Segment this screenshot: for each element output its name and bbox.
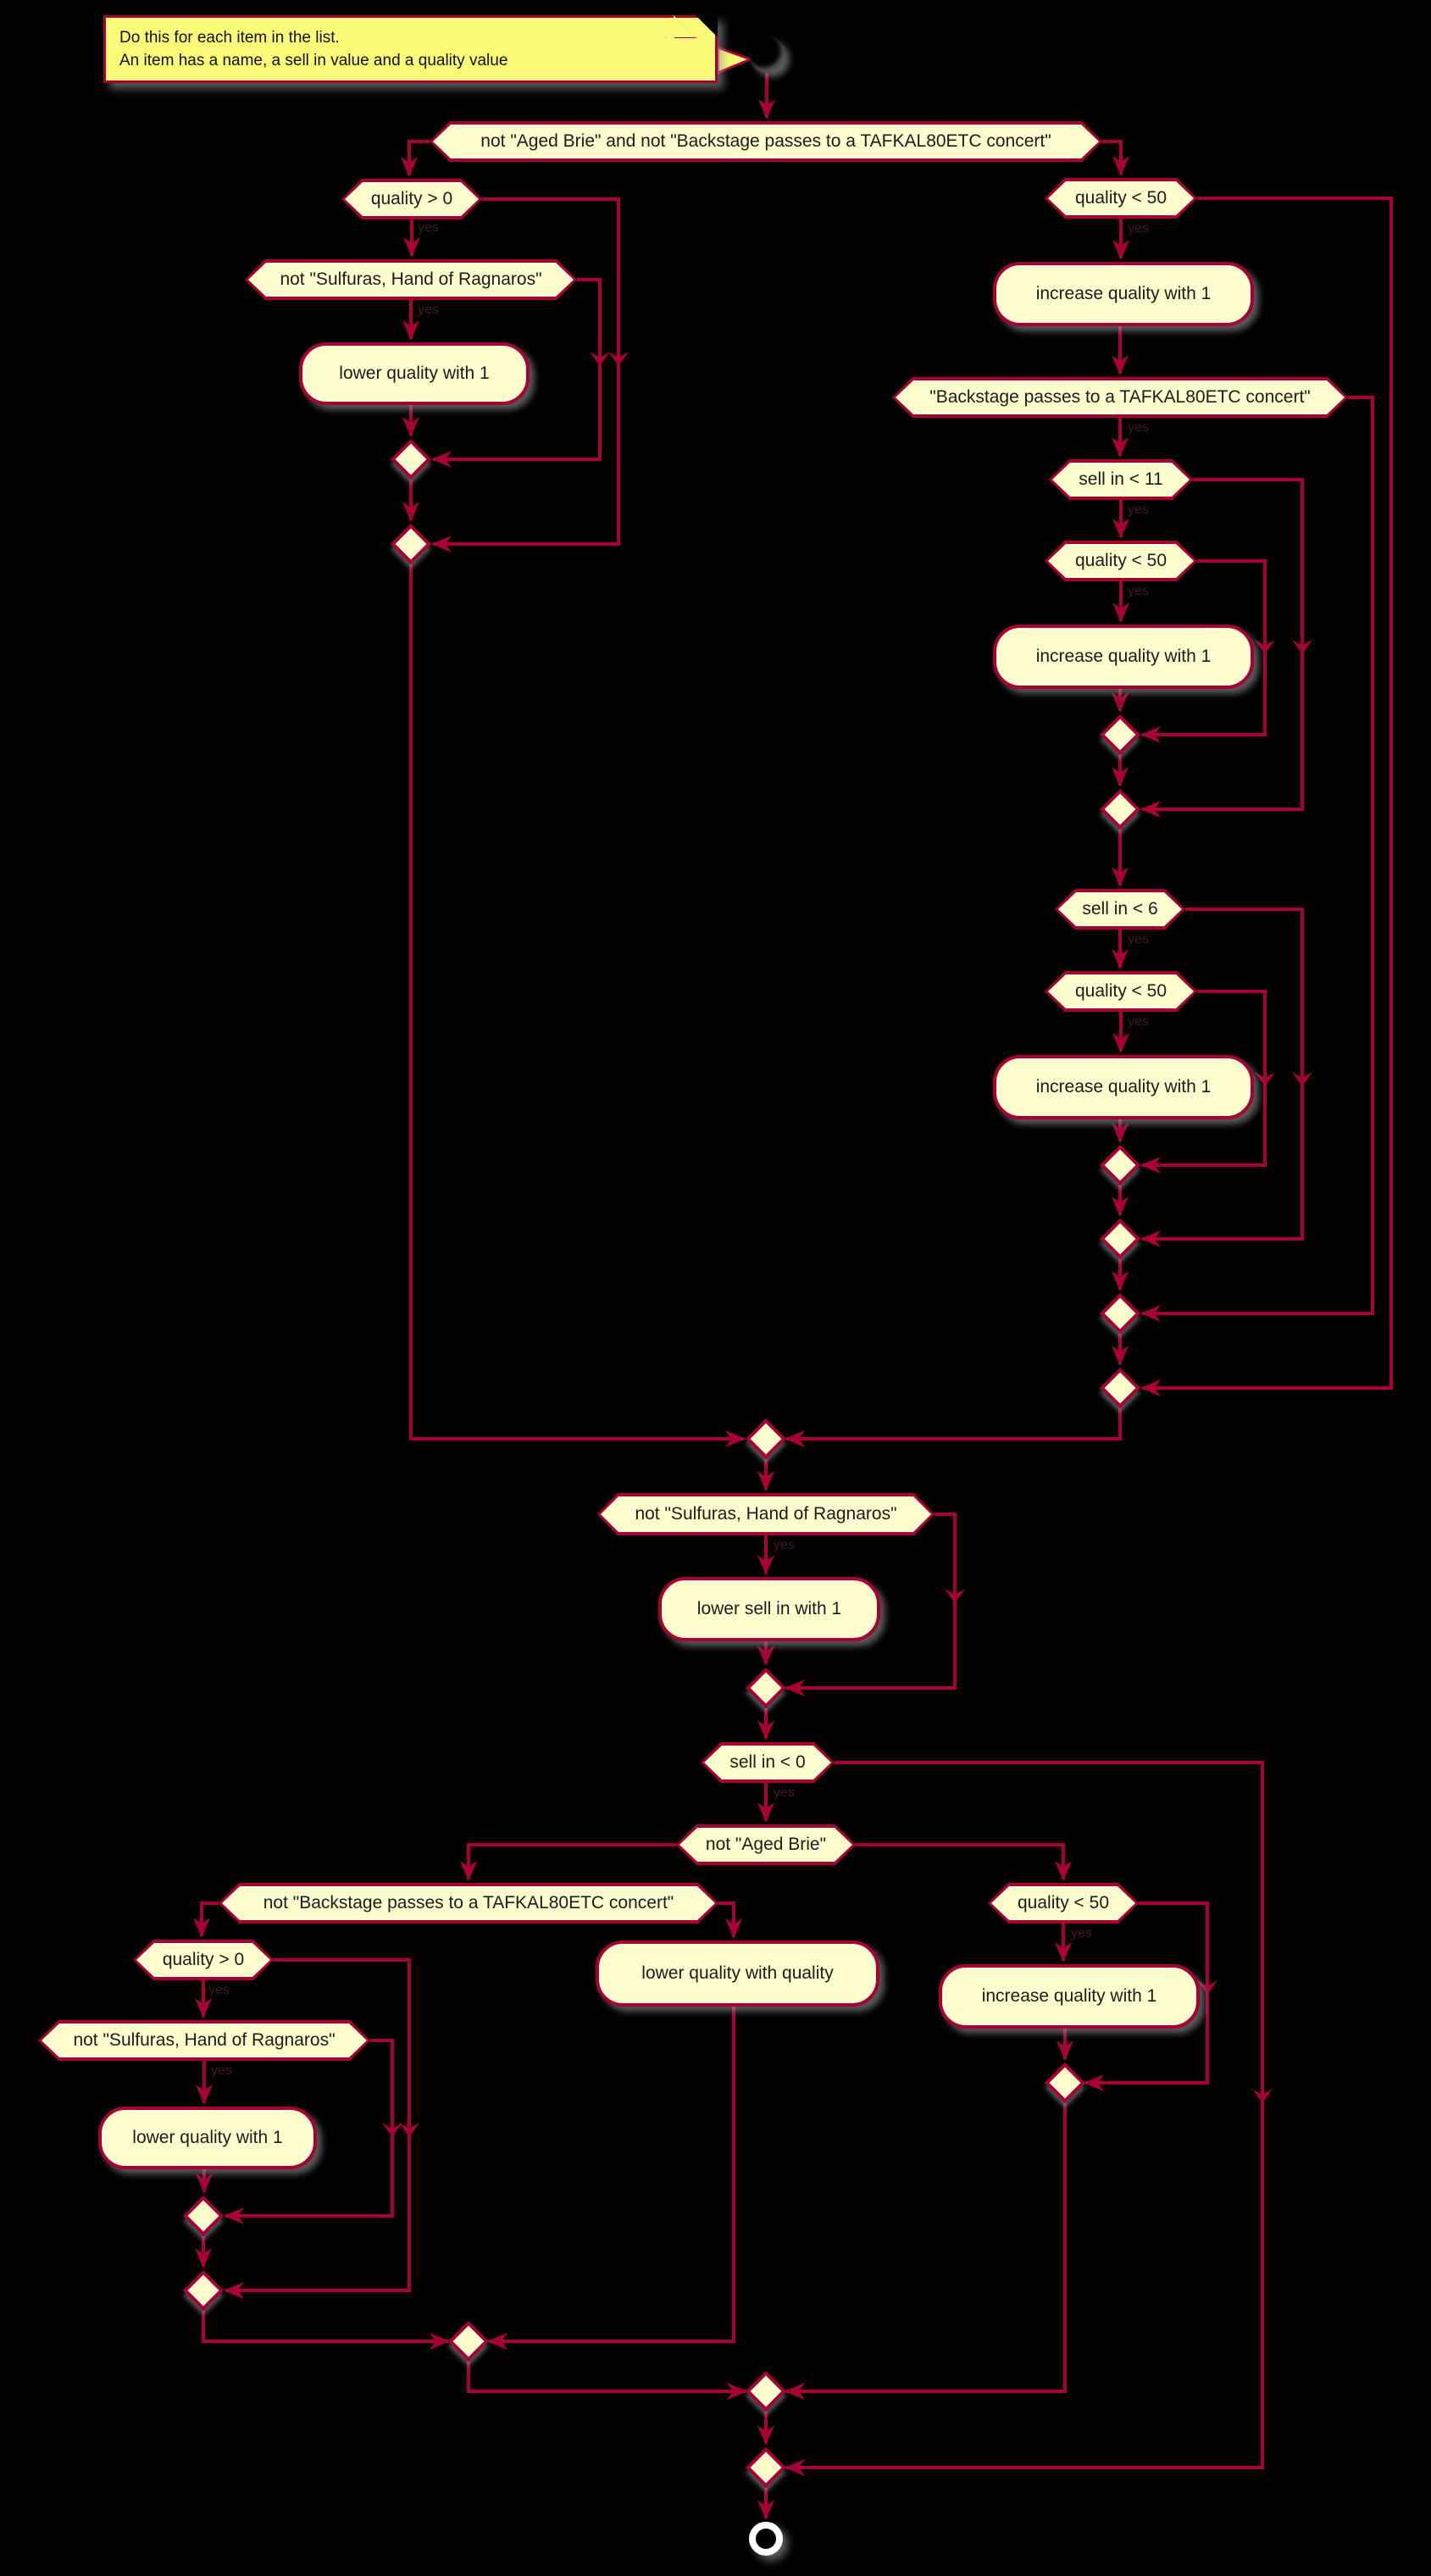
branch-label-yes: yes	[418, 303, 439, 317]
decision-fill	[222, 1886, 715, 1920]
decision-sell-in-lt-0: sell in < 0	[701, 1742, 835, 1783]
branch-label-yes: yes	[1128, 420, 1149, 435]
activity-label: increase quality with 1	[981, 1986, 1157, 2006]
decision-fill	[601, 1496, 931, 1532]
decision-fill	[896, 380, 1345, 414]
decision-label: quality > 0	[162, 1950, 245, 1969]
decision-fill	[1052, 463, 1190, 497]
decision-fill	[1048, 544, 1194, 578]
decision-label: not "Aged Brie" and not "Backstage passe…	[480, 131, 1051, 151]
activity-label: increase quality with 1	[1035, 284, 1212, 303]
activity-label: increase quality with 1	[1035, 647, 1212, 666]
decision-quality-lt-50-3: quality < 50	[1045, 971, 1197, 1012]
decision-label: sell in < 0	[729, 1752, 806, 1772]
decision-label: not "Sulfuras, Hand of Ragnaros"	[73, 2030, 336, 2050]
activity-increase-quality-1-d: increase quality with 1	[939, 1964, 1200, 2029]
branch-label-yes: yes	[1128, 502, 1149, 517]
decision-label: not "Sulfuras, Hand of Ragnaros"	[280, 269, 542, 289]
decision-label: not "Aged Brie"	[705, 1835, 827, 1854]
decision-label: quality < 50	[1075, 551, 1167, 570]
activity-increase-quality-1-b: increase quality with 1	[993, 625, 1254, 689]
decision-fill	[345, 182, 479, 216]
activity-label: lower sell in with 1	[696, 1599, 842, 1618]
decision-quality-lt-50-4: quality < 50	[988, 1883, 1139, 1924]
branch-label-yes: yes	[774, 1785, 795, 1800]
decision-fill	[1048, 181, 1194, 215]
decision-label: quality < 50	[1018, 1893, 1109, 1913]
decision-fill	[248, 263, 574, 297]
activity-label: lower quality with 1	[132, 2128, 283, 2147]
end-node	[749, 2522, 783, 2556]
decision-fill	[1058, 892, 1182, 926]
activity-label: increase quality with 1	[1035, 1077, 1212, 1096]
decision-quality-gt-0-bottom: quality > 0	[133, 1940, 274, 1980]
activity-lower-quality-1-top: lower quality with 1	[299, 342, 530, 405]
note-pointer	[716, 45, 755, 75]
decision-not-aged-brie: not "Aged Brie"	[676, 1824, 856, 1865]
decision-sell-in-lt-6: sell in < 6	[1055, 889, 1185, 930]
activity-increase-quality-1-c: increase quality with 1	[993, 1055, 1254, 1119]
activity-lower-sell-in-1: lower sell in with 1	[658, 1577, 880, 1641]
note-line-1: Do this for each item in the list.	[119, 29, 340, 47]
branch-label-yes: yes	[1128, 932, 1149, 947]
midline-chevrons	[382, 352, 1312, 2137]
decision-label: quality > 0	[370, 189, 453, 208]
decision-fill	[704, 1746, 831, 1779]
decision-fill	[136, 1943, 270, 1977]
activity-lower-quality-1-bottom: lower quality with 1	[98, 2107, 317, 2169]
decision-label: not "Sulfuras, Hand of Ragnaros"	[635, 1504, 897, 1524]
branch-label-yes: yes	[1128, 1014, 1149, 1029]
branch-label-yes: yes	[211, 2063, 232, 2078]
decision-label: "Backstage passes to a TAFKAL80ETC conce…	[929, 387, 1311, 407]
activity-label: lower quality with quality	[641, 1963, 834, 1983]
decision-quality-lt-50-2: quality < 50	[1045, 541, 1197, 581]
decision-not-backstage: not "Backstage passes to a TAFKAL80ETC c…	[219, 1883, 718, 1924]
decision-not-sulfuras-bottom: not "Sulfuras, Hand of Ragnaros"	[38, 2020, 370, 2061]
decision-backstage: "Backstage passes to a TAFKAL80ETC conce…	[892, 377, 1348, 418]
decision-label: sell in < 11	[1079, 469, 1163, 489]
decision-fill	[1048, 974, 1194, 1008]
activity-increase-quality-1-a: increase quality with 1	[993, 262, 1254, 326]
branch-label-yes: yes	[1128, 221, 1149, 236]
decision-sell-in-lt-11: sell in < 11	[1049, 459, 1193, 500]
decision-label: not "Backstage passes to a TAFKAL80ETC c…	[263, 1893, 674, 1913]
decision-fill	[433, 125, 1099, 158]
decision-label: sell in < 6	[1082, 899, 1158, 919]
activity-lower-quality-with-quality: lower quality with quality	[596, 1940, 879, 2007]
branch-label-yes: yes	[1128, 584, 1149, 598]
branch-label-yes: yes	[208, 1983, 230, 1997]
decision-main-condition: not "Aged Brie" and not "Backstage passe…	[430, 121, 1102, 162]
branch-label-yes: yes	[418, 220, 439, 235]
decision-label: quality < 50	[1075, 981, 1167, 1001]
branch-label-yes: yes	[774, 1538, 795, 1552]
decision-label: quality < 50	[1075, 188, 1167, 208]
start-node	[749, 36, 785, 72]
decision-fill	[679, 1828, 852, 1862]
note-line-2: An item has a name, a sell in value and …	[119, 52, 508, 69]
note-fold-flap-icon	[674, 15, 696, 37]
branch-label-yes: yes	[1071, 1926, 1092, 1940]
decision-quality-lt-50-1: quality < 50	[1045, 178, 1197, 219]
decision-quality-gt-0-top: quality > 0	[341, 179, 482, 219]
decision-not-sulfuras-mid: not "Sulfuras, Hand of Ragnaros"	[597, 1493, 935, 1535]
decision-fill	[42, 2024, 367, 2057]
activity-label: lower quality with 1	[339, 364, 490, 383]
note-fold-icon	[696, 15, 718, 37]
note: Do this for each item in the list. An it…	[103, 15, 718, 83]
decision-fill	[991, 1886, 1135, 1920]
edges-paths	[193, 73, 1393, 2520]
decision-not-sulfuras-top: not "Sulfuras, Hand of Ragnaros"	[245, 259, 577, 300]
